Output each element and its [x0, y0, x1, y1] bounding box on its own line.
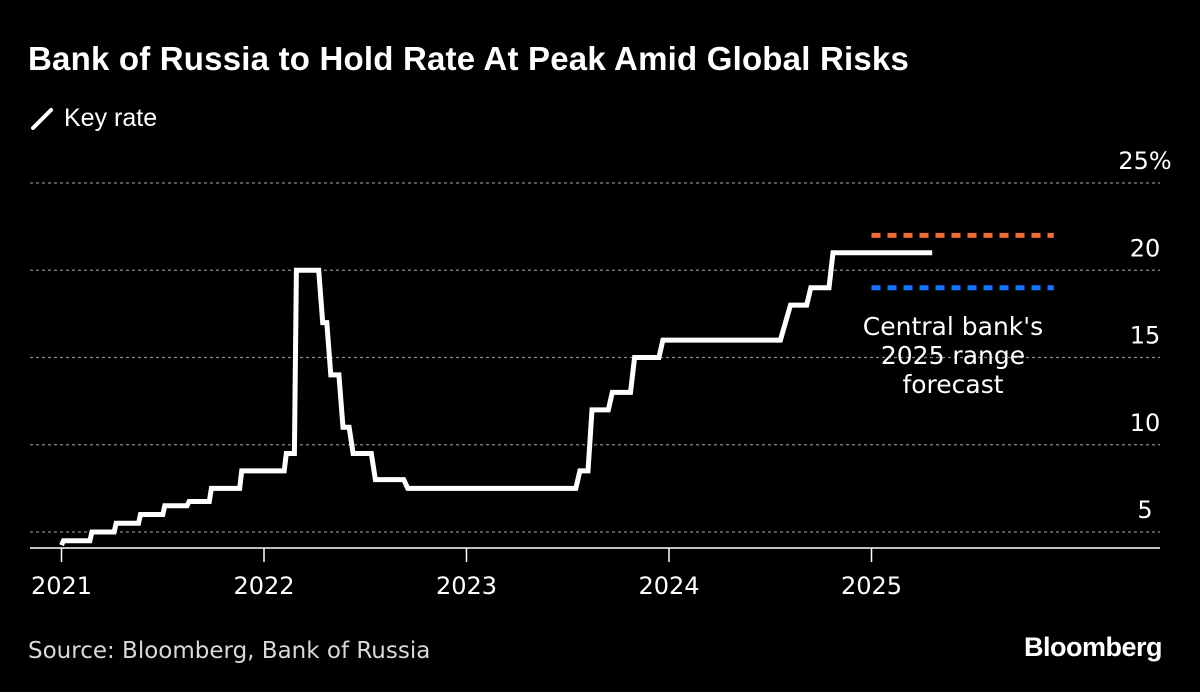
x-tick-label-2021: 2021	[31, 572, 92, 600]
y-tick-label-10: 10	[1130, 409, 1161, 437]
forecast-annotation-line: Central bank's	[863, 312, 1043, 341]
forecast-annotation: Central bank's 2025 range forecast	[863, 312, 1043, 399]
series-line-key-rate	[59, 250, 933, 547]
brand-logo: Bloomberg	[1023, 632, 1163, 662]
y-tick-label-15: 15	[1130, 322, 1161, 350]
legend: Key rate	[30, 104, 157, 133]
forecast-annotation-line: forecast	[902, 370, 1003, 399]
chart-title: Bank of Russia to Hold Rate At Peak Amid…	[28, 40, 910, 77]
x-tick-label-2022: 2022	[233, 572, 294, 600]
x-tick-label-2025: 2025	[841, 572, 902, 600]
line-swatch-icon	[31, 107, 53, 130]
x-tick-label-2023: 2023	[436, 572, 497, 600]
forecast-annotation-line: 2025 range	[881, 341, 1025, 370]
y-tick-label-25: 25%	[1118, 147, 1171, 175]
y-tick-label-5: 5	[1137, 496, 1152, 524]
y-tick-label-20: 20	[1130, 234, 1161, 262]
legend-label: Key rate	[64, 104, 158, 132]
x-tick-label-2024: 2024	[638, 572, 699, 600]
source-note: Source: Bloomberg, Bank of Russia	[28, 638, 431, 664]
